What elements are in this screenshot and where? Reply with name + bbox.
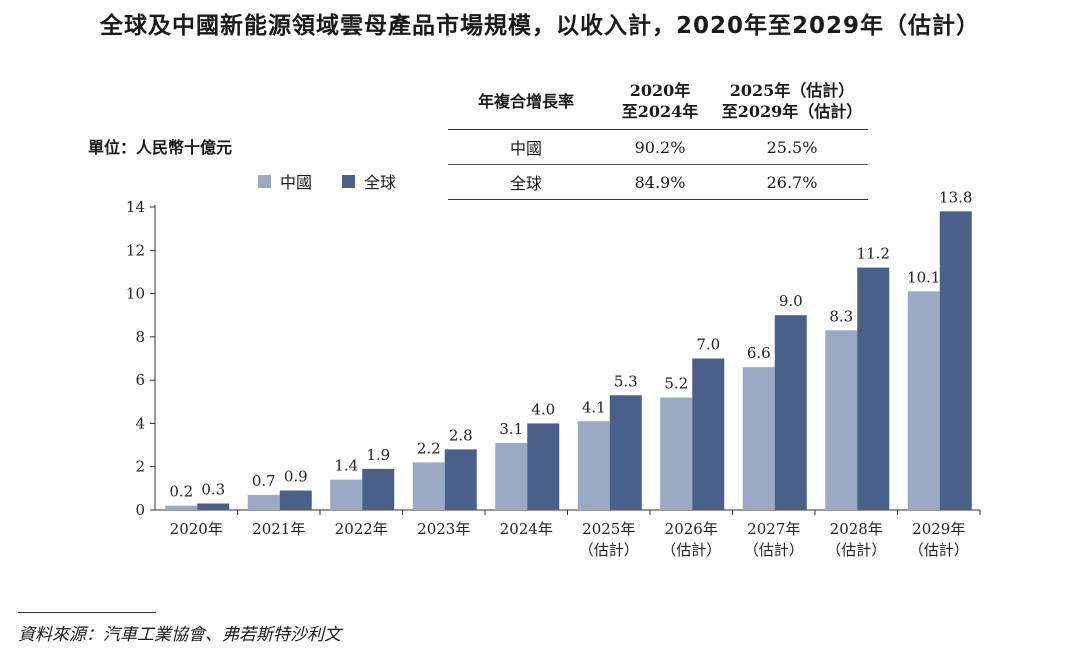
cagr-row-china: 中國 90.2% 25.5% — [448, 129, 868, 165]
y-tick-label: 10 — [126, 285, 145, 303]
y-axis-unit-label: 單位：人民幣十億元 — [88, 138, 233, 157]
bar-global — [609, 395, 642, 510]
cagr-cell: 84.9% — [604, 164, 716, 200]
data-label-china: 3.1 — [499, 420, 523, 438]
data-label-china: 10.1 — [907, 268, 940, 286]
legend-item-china: 中國 — [258, 169, 312, 193]
cagr-header-row: 年複合增長率 2020年 至2024年 2025年（估計） 至2029年（估計） — [448, 73, 868, 130]
bar-china — [495, 442, 528, 510]
x-tick-label: （估計） — [909, 541, 969, 559]
bar-global — [692, 358, 725, 510]
cagr-header-period-1-line2: 至2024年 — [621, 102, 699, 121]
data-label-global: 7.0 — [696, 336, 720, 354]
bar-china — [330, 479, 363, 510]
legend-swatch-global — [342, 174, 356, 188]
cagr-header-period-2-line2: 至2029年（估計） — [721, 102, 863, 121]
data-label-china: 5.2 — [664, 374, 688, 392]
data-label-global: 4.0 — [531, 400, 555, 418]
data-label-global: 1.9 — [366, 446, 390, 464]
source-divider — [18, 612, 156, 613]
bar-global — [527, 423, 560, 510]
cagr-header-label: 年複合增長率 — [448, 73, 604, 130]
x-tick-label: 2020年 — [170, 520, 223, 538]
bar-china — [577, 421, 610, 510]
cagr-cell: 25.5% — [716, 129, 868, 165]
bar-global — [197, 503, 230, 510]
data-label-china: 6.6 — [747, 344, 771, 362]
data-label-global: 13.8 — [939, 188, 972, 206]
x-tick-label: 2026年 — [665, 520, 718, 538]
bar-china — [907, 291, 940, 510]
data-label-global: 11.2 — [857, 245, 890, 263]
x-tick-label: 2029年 — [912, 520, 965, 538]
x-tick-label: 2025年 — [582, 520, 635, 538]
cagr-header-period-1-line1: 2020年 — [629, 81, 691, 100]
y-tick-label: 4 — [135, 414, 145, 432]
data-label-global: 2.8 — [449, 426, 473, 444]
cagr-cell: 90.2% — [604, 129, 716, 165]
cagr-table: 年複合增長率 2020年 至2024年 2025年（估計） 至2029年（估計）… — [448, 73, 868, 200]
source-note: 資料來源：汽車工業協會、弗若斯特沙利文 — [18, 625, 341, 645]
bar-china — [825, 330, 858, 510]
x-tick-label: （估計） — [744, 541, 804, 559]
y-tick-label: 8 — [135, 328, 145, 346]
data-label-china: 1.4 — [334, 457, 358, 475]
data-label-china: 8.3 — [829, 307, 853, 325]
bar-global — [362, 468, 395, 510]
cagr-header-period-1: 2020年 至2024年 — [604, 73, 716, 130]
bar-china — [165, 505, 198, 510]
bar-china — [412, 462, 445, 510]
data-label-china: 4.1 — [582, 398, 606, 416]
legend-item-global: 全球 — [342, 169, 396, 193]
cagr-cell: 26.7% — [716, 164, 868, 200]
legend: 中國 全球 — [258, 169, 426, 193]
bar-global — [444, 449, 477, 510]
legend-label-china: 中國 — [280, 173, 313, 192]
x-tick-label: 2021年 — [252, 520, 305, 538]
x-tick-label: 2023年 — [417, 520, 470, 538]
bar-china — [247, 494, 280, 510]
y-tick-label: 12 — [126, 241, 145, 259]
cagr-header-period-2-line1: 2025年（估計） — [729, 81, 855, 100]
chart-title: 全球及中國新能源領域雲母產品市場規模，以收入計，2020年至2029年（估計） — [99, 13, 981, 39]
data-label-china: 2.2 — [417, 439, 441, 457]
cagr-row-global: 全球 84.9% 26.7% — [448, 164, 868, 200]
x-tick-label: 2028年 — [830, 520, 883, 538]
data-label-global: 9.0 — [779, 292, 803, 310]
data-label-global: 5.3 — [614, 372, 638, 390]
y-tick-label: 6 — [135, 371, 145, 389]
data-label-global: 0.9 — [284, 468, 308, 486]
x-tick-label: （估計） — [826, 541, 886, 559]
bar-global — [857, 267, 890, 510]
data-label-global: 0.3 — [201, 481, 225, 499]
x-tick-label: 2024年 — [500, 520, 553, 538]
bar-global — [939, 211, 972, 511]
data-label-china: 0.2 — [169, 483, 193, 501]
bar-china — [660, 397, 693, 510]
cagr-row-label: 全球 — [448, 164, 604, 200]
y-tick-label: 14 — [126, 198, 145, 216]
legend-swatch-china — [258, 174, 271, 188]
x-tick-label: （估計） — [579, 541, 639, 559]
x-tick-label: （估計） — [661, 541, 721, 559]
bar-global — [774, 315, 807, 510]
bar-global — [279, 490, 312, 510]
cagr-row-label: 中國 — [448, 129, 604, 165]
x-tick-label: 2022年 — [335, 520, 388, 538]
y-tick-label: 0 — [135, 501, 145, 519]
bar-china — [742, 367, 775, 510]
x-tick-label: 2027年 — [747, 520, 800, 538]
y-tick-label: 2 — [135, 458, 145, 476]
cagr-header-period-2: 2025年（估計） 至2029年（估計） — [716, 73, 868, 130]
legend-label-global: 全球 — [364, 173, 397, 192]
data-label-china: 0.7 — [252, 472, 276, 490]
